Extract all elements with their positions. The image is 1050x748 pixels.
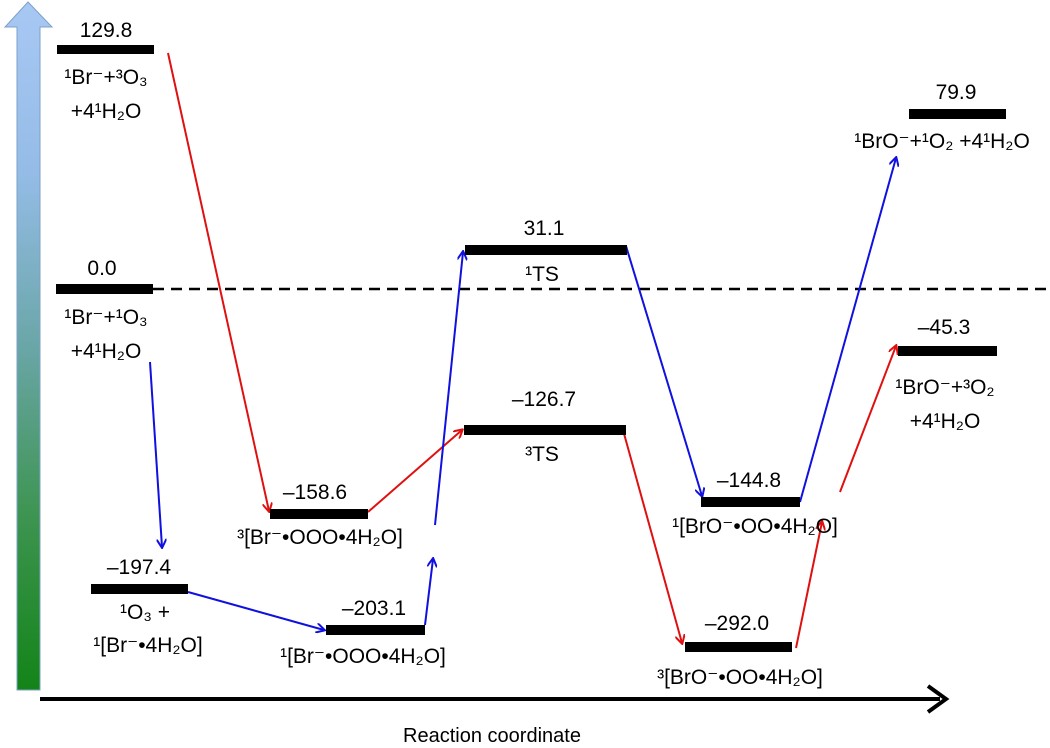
label-P3-line2: +4¹H₂O	[910, 410, 981, 433]
label-C1a-line1: ¹O₃ +	[120, 601, 170, 624]
level-bar-R1	[56, 284, 153, 294]
value-I3: –158.6	[283, 481, 347, 504]
level-bar-I3	[270, 509, 368, 519]
value-P3int: –292.0	[705, 612, 769, 635]
value-R1: 0.0	[87, 257, 116, 280]
label-P1: ¹BrO⁻+¹O₂ +4¹H₂O	[854, 130, 1030, 153]
label-TS3: ³TS	[525, 443, 559, 466]
value-P1int: –144.8	[717, 469, 781, 492]
label-C1a-line2: ¹[Br⁻•4H₂O]	[93, 634, 202, 657]
label-R3-line2: +4¹H₂O	[71, 100, 142, 123]
value-P1: 79.9	[936, 81, 977, 104]
value-TS3: –126.7	[512, 388, 576, 411]
label-P3-line1: ¹BrO⁻+³O₂	[895, 376, 994, 399]
label-P3int: ³[BrO⁻•OO•4H₂O]	[657, 666, 823, 689]
energy-values: 129.8 0.0 –197.4 –158.6 –203.1 31.1 –126…	[80, 19, 977, 635]
value-I1: –203.1	[342, 597, 406, 620]
level-bar-P1	[909, 109, 1006, 119]
energy-levels	[56, 45, 1006, 652]
level-bar-P3	[898, 346, 997, 356]
triplet-path	[167, 52, 896, 649]
species-labels: ¹Br⁻+³O₃ +4¹H₂O ¹Br⁻+¹O₃ +4¹H₂O ¹O₃ + ¹[…	[64, 66, 1029, 689]
value-C1a: –197.4	[107, 556, 172, 579]
level-bar-R3	[57, 45, 154, 54]
value-P3: –45.3	[918, 316, 971, 339]
value-R3: 129.8	[80, 19, 133, 42]
label-TS1: ¹TS	[525, 263, 559, 286]
label-R1-line1: ¹Br⁻+¹O₃	[64, 306, 147, 329]
singlet-path	[149, 158, 896, 630]
label-P1int: ¹[BrO⁻•OO•4H₂O]	[672, 515, 838, 538]
level-bar-P3int	[685, 642, 792, 652]
level-bar-I1	[326, 625, 425, 635]
level-bar-TS1	[465, 245, 627, 255]
level-bar-P1int	[701, 497, 800, 507]
x-axis-label: Reaction coordinate	[403, 725, 581, 747]
label-I3: ³[Br⁻•OOO•4H₂O]	[237, 526, 403, 549]
label-R1-line2: +4¹H₂O	[71, 340, 142, 363]
level-bar-C1a	[91, 584, 188, 594]
level-bar-TS3	[464, 425, 626, 435]
energy-axis-arrow	[3, 1, 54, 691]
label-I1: ¹[Br⁻•OOO•4H₂O]	[280, 645, 446, 668]
value-TS1: 31.1	[524, 217, 565, 240]
reaction-coordinate-axis	[40, 684, 950, 714]
label-R3-line1: ¹Br⁻+³O₃	[64, 66, 147, 89]
